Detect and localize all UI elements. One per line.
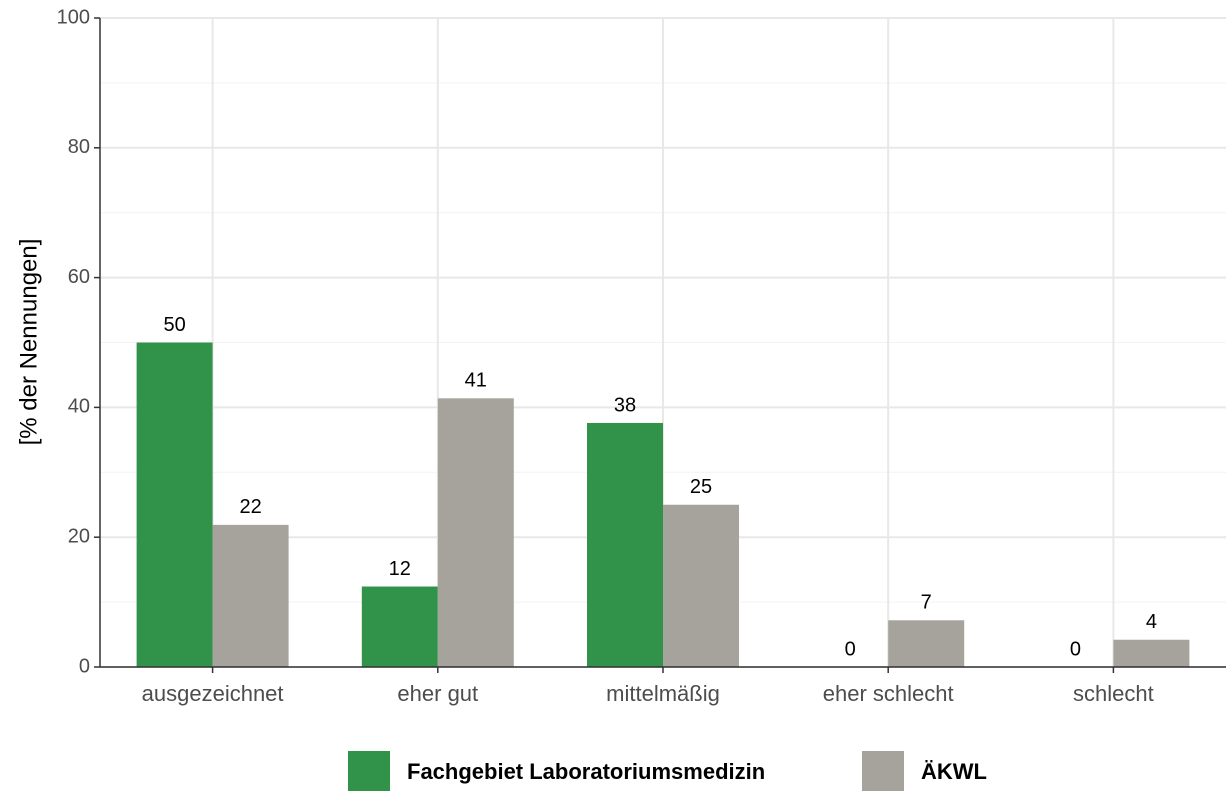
bar (212, 524, 289, 667)
y-axis-label: [% der Nennungen] (15, 239, 42, 446)
value-label: 38 (614, 394, 636, 416)
x-tick-label: eher schlecht (823, 681, 954, 706)
legend-label: ÄKWL (921, 759, 987, 784)
value-label: 41 (465, 370, 487, 392)
bar (1113, 639, 1190, 667)
bar (663, 504, 739, 667)
bar (888, 620, 965, 667)
legend-swatch (348, 751, 390, 791)
bar (437, 398, 514, 667)
legend-swatch (862, 751, 904, 791)
value-label: 25 (690, 476, 712, 498)
bar (136, 342, 213, 667)
x-tick-label: mittelmäßig (606, 681, 720, 706)
value-label: 22 (239, 496, 261, 518)
y-tick-label: 40 (68, 396, 90, 418)
bar (587, 422, 663, 667)
y-tick-label: 80 (68, 136, 90, 158)
x-tick-label: schlecht (1073, 681, 1154, 706)
value-label: 0 (1070, 638, 1081, 660)
y-tick-label: 100 (57, 6, 90, 28)
y-tick-label: 0 (79, 655, 90, 677)
value-label: 4 (1146, 611, 1157, 633)
y-tick-label: 60 (68, 266, 90, 288)
value-label: 7 (921, 592, 932, 614)
value-label: 50 (163, 314, 185, 336)
legend-label: Fachgebiet Laboratoriumsmedizin (407, 759, 765, 784)
value-label: 12 (389, 558, 411, 580)
bar (361, 586, 438, 667)
y-tick-label: 20 (68, 525, 90, 547)
value-label: 0 (845, 638, 856, 660)
x-tick-label: ausgezeichnet (142, 681, 284, 706)
x-tick-label: eher gut (397, 681, 478, 706)
